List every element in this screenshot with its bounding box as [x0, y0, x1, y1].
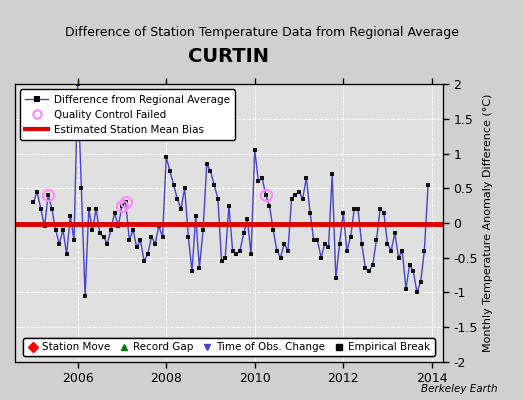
Text: Difference of Station Temperature Data from Regional Average: Difference of Station Temperature Data f… [65, 26, 459, 39]
Text: Berkeley Earth: Berkeley Earth [421, 384, 498, 394]
Y-axis label: Monthly Temperature Anomaly Difference (°C): Monthly Temperature Anomaly Difference (… [483, 94, 493, 352]
Title: CURTIN: CURTIN [189, 47, 269, 66]
Legend: Station Move, Record Gap, Time of Obs. Change, Empirical Break: Station Move, Record Gap, Time of Obs. C… [23, 338, 434, 356]
